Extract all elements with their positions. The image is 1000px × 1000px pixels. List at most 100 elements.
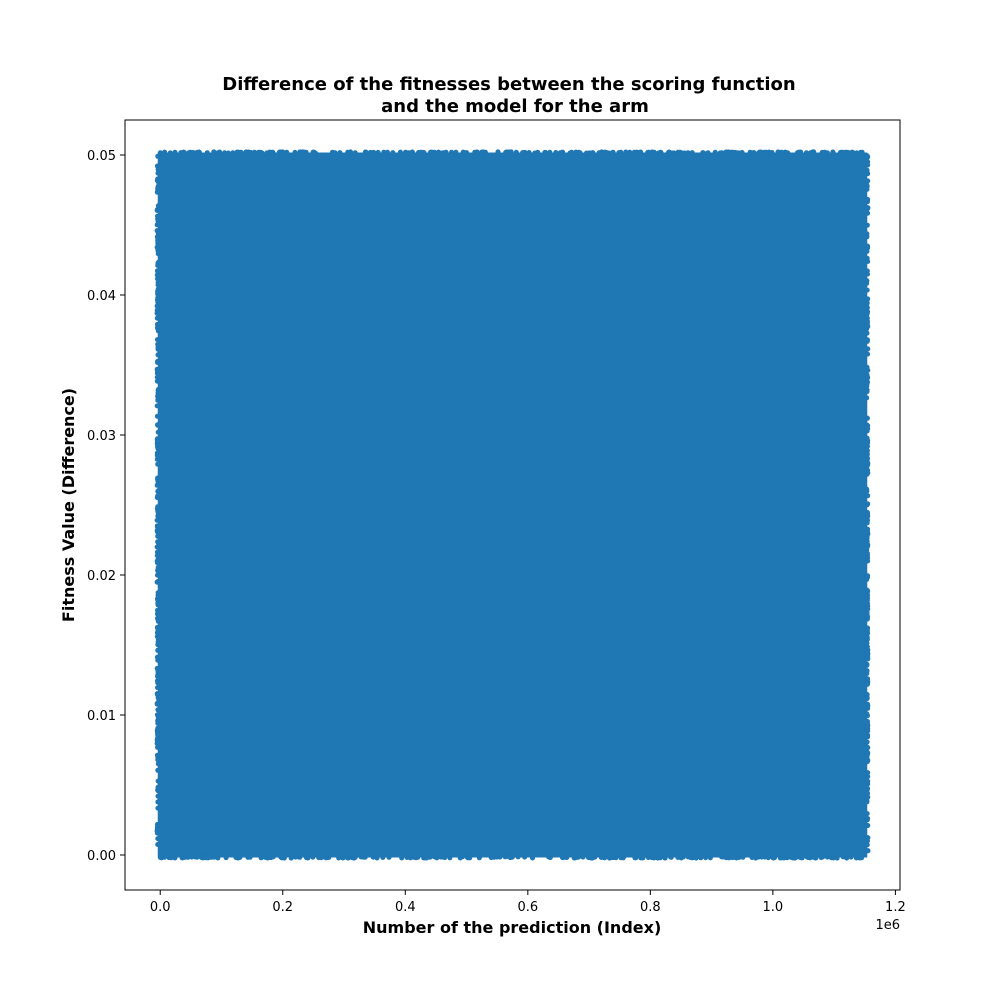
scatter-point — [154, 268, 160, 274]
scatter-point — [155, 153, 161, 159]
scatter-point — [154, 738, 160, 744]
scatter-point — [865, 823, 871, 828]
scatter-point — [154, 482, 160, 488]
scatter-point — [474, 149, 480, 155]
scatter-point — [375, 149, 381, 155]
scatter-point — [155, 539, 161, 545]
scatter-point — [865, 795, 870, 800]
scatter-point — [495, 149, 501, 155]
scatter-points-region — [157, 152, 868, 858]
scatter-point — [864, 435, 870, 441]
scatter-point — [824, 854, 830, 860]
scatter-point — [688, 855, 694, 861]
x-tick-label: 0.6 — [517, 900, 538, 915]
scatter-point — [788, 854, 794, 860]
scatter-point — [864, 428, 870, 434]
scatter-point — [651, 149, 657, 155]
scatter-point — [825, 150, 830, 156]
scatter-point — [572, 855, 578, 861]
scatter-point — [865, 197, 871, 202]
scatter-point — [408, 150, 414, 156]
scatter-point — [385, 149, 390, 155]
scatter-point — [705, 150, 711, 156]
scatter-point — [154, 337, 160, 343]
scatter-point — [864, 330, 870, 336]
scatter-point — [542, 150, 548, 155]
scatter-point — [865, 271, 870, 277]
scatter-point — [589, 855, 594, 861]
y-tick-label: 0.01 — [87, 709, 116, 724]
scatter-point — [155, 715, 161, 721]
scatter-point — [399, 855, 405, 861]
scatter-point — [865, 774, 871, 779]
scatter-point — [155, 488, 161, 494]
scatter-point — [864, 799, 870, 805]
scatter-point — [381, 149, 387, 155]
scatter-point — [155, 215, 161, 221]
scatter-point — [865, 728, 871, 734]
scatter-point — [416, 150, 421, 155]
scatter-point — [154, 701, 160, 707]
scatter-point — [546, 854, 552, 860]
scatter-point — [693, 855, 699, 861]
scatter-point — [864, 692, 870, 697]
scatter-point — [386, 854, 392, 860]
scatter-point — [864, 681, 870, 687]
scatter-point — [154, 456, 160, 462]
scatter-point — [280, 149, 286, 155]
scatter-point — [731, 854, 737, 860]
scatter-point — [155, 639, 161, 645]
scatter-point — [380, 855, 386, 860]
scatter-point — [336, 855, 342, 861]
scatter-point — [666, 149, 672, 155]
scatter-point — [406, 854, 412, 860]
scatter-point — [662, 855, 668, 861]
scatter-point — [864, 640, 870, 646]
scatter-point — [458, 854, 463, 860]
scatter-point — [155, 367, 161, 373]
scatter-point — [865, 541, 870, 547]
scatter-point — [698, 855, 704, 861]
scatter-point — [864, 323, 870, 329]
x-axis-label: Number of the prediction (Index) — [363, 918, 662, 937]
scatter-point — [154, 163, 160, 169]
scatter-point — [154, 315, 160, 321]
y-axis-label: Fitness Value (Difference) — [59, 388, 78, 622]
scatter-point — [864, 231, 870, 237]
scatter-point — [193, 854, 198, 860]
scatter-point — [865, 838, 870, 844]
scatter-point — [864, 364, 870, 370]
scatter-point — [155, 352, 161, 358]
scatter-point — [154, 558, 160, 564]
scatter-point — [864, 811, 870, 817]
scatter-point — [215, 150, 221, 156]
scatter-point — [172, 149, 178, 155]
y-tick-label: 0.05 — [87, 149, 116, 164]
scatter-point — [809, 149, 815, 155]
scatter-point — [607, 855, 612, 861]
scatter-point — [155, 564, 161, 570]
scatter-point — [865, 778, 871, 784]
scatter-point — [155, 295, 161, 301]
scatter-point — [657, 855, 663, 861]
scatter-point — [685, 150, 691, 156]
scatter-point — [864, 455, 870, 461]
scatter-point — [155, 461, 161, 467]
scatter-point — [479, 149, 485, 155]
scatter-point — [865, 309, 871, 315]
scatter-point — [185, 854, 191, 860]
scatter-point — [200, 855, 206, 861]
scatter-point — [196, 149, 202, 155]
scatter-point — [343, 854, 349, 860]
scatter-point — [154, 727, 160, 733]
scatter-point — [645, 855, 651, 861]
scatter-point — [864, 373, 870, 379]
scatter-point — [154, 374, 160, 380]
x-axis-ticks: 0.0 0.2 0.4 0.6 0.8 1.0 1.2 — [150, 890, 906, 915]
scatter-point — [155, 678, 160, 684]
scatter-point — [182, 150, 187, 156]
scatter-point — [154, 517, 160, 523]
scatter-point — [864, 383, 870, 389]
scatter-point — [507, 855, 513, 861]
scatter-point — [865, 848, 871, 854]
